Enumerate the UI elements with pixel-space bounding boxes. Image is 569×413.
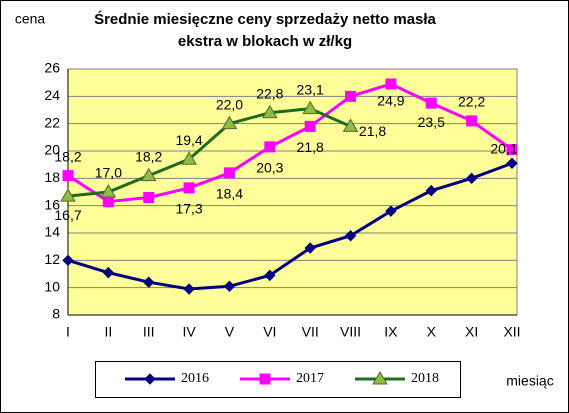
y-tick-label: 14 bbox=[44, 224, 60, 240]
x-tick-label: VIII bbox=[340, 324, 361, 340]
data-point bbox=[345, 90, 357, 102]
data-label: 17,0 bbox=[95, 165, 122, 181]
data-label: 21,8 bbox=[297, 139, 324, 155]
data-label: 22,0 bbox=[216, 96, 243, 112]
legend-label: 2016 bbox=[181, 371, 209, 386]
data-point bbox=[385, 205, 397, 217]
x-tick-label: I bbox=[66, 324, 70, 340]
legend-label: 2017 bbox=[296, 371, 324, 386]
data-point bbox=[60, 188, 76, 202]
data-point bbox=[264, 269, 276, 282]
series-line bbox=[67, 107, 352, 198]
data-point bbox=[304, 120, 316, 132]
series-line bbox=[67, 161, 513, 291]
data-point bbox=[304, 242, 316, 254]
x-tick-label: II bbox=[104, 324, 112, 340]
data-point bbox=[223, 167, 235, 179]
y-tick-label: 12 bbox=[44, 251, 60, 267]
data-label: 22,8 bbox=[256, 85, 283, 101]
legend-marker bbox=[372, 371, 388, 385]
data-label: 20,3 bbox=[256, 160, 283, 176]
chart-title: Średnie miesięczne ceny sprzedaży netto … bbox=[94, 10, 436, 28]
data-point bbox=[143, 191, 155, 203]
y-tick-label: 18 bbox=[44, 169, 60, 185]
legend-label: 2018 bbox=[411, 371, 439, 386]
legend-marker bbox=[144, 373, 156, 385]
x-tick-label: IV bbox=[182, 324, 196, 340]
data-point bbox=[62, 170, 74, 182]
data-label: 22,2 bbox=[458, 94, 485, 110]
y-axis-label: cena bbox=[15, 11, 46, 27]
data-label: 17,3 bbox=[175, 201, 202, 217]
data-point bbox=[140, 167, 157, 182]
x-tick-label: X bbox=[427, 324, 437, 340]
data-label: 23,5 bbox=[418, 114, 445, 130]
x-tick-label: VII bbox=[302, 324, 319, 340]
data-point bbox=[385, 78, 397, 90]
legend-marker bbox=[259, 373, 271, 385]
data-label: 23,1 bbox=[297, 81, 324, 97]
x-tick-label: XII bbox=[503, 324, 520, 340]
data-point bbox=[143, 276, 155, 288]
x-tick-label: III bbox=[143, 324, 155, 340]
data-point bbox=[342, 118, 359, 132]
x-tick-label: VI bbox=[263, 324, 276, 340]
chart-subtitle: ekstra w blokach w zł/kg bbox=[178, 33, 352, 50]
data-label: 24,9 bbox=[377, 93, 404, 109]
data-point bbox=[183, 283, 195, 295]
y-tick-label: 16 bbox=[44, 196, 60, 212]
data-label: 19,4 bbox=[175, 132, 202, 148]
y-tick-label: 8 bbox=[52, 306, 60, 322]
x-tick-label: IX bbox=[384, 324, 398, 340]
data-label: 18,4 bbox=[216, 186, 243, 202]
data-point bbox=[223, 280, 236, 293]
x-tick-label: XI bbox=[465, 324, 478, 340]
data-point bbox=[506, 144, 518, 156]
data-point bbox=[465, 172, 478, 185]
data-point bbox=[302, 100, 319, 115]
x-axis-label: miesiąc bbox=[506, 373, 553, 389]
data-point bbox=[466, 115, 478, 127]
y-tick-label: 26 bbox=[44, 60, 60, 76]
data-point bbox=[102, 266, 115, 279]
data-label: 18,2 bbox=[54, 148, 81, 164]
data-point bbox=[181, 151, 197, 165]
data-point bbox=[261, 104, 278, 119]
y-tick-label: 22 bbox=[44, 114, 60, 130]
data-point bbox=[425, 184, 437, 197]
data-point bbox=[62, 254, 74, 267]
y-tick-label: 20 bbox=[44, 142, 60, 158]
data-label: 20,1 bbox=[490, 140, 517, 156]
data-point bbox=[100, 184, 117, 198]
data-point bbox=[264, 141, 276, 153]
data-point bbox=[344, 230, 357, 242]
data-label: 16,7 bbox=[54, 207, 81, 223]
y-tick-label: 24 bbox=[44, 87, 60, 103]
data-point bbox=[183, 182, 195, 194]
series-line bbox=[67, 82, 513, 204]
data-point bbox=[506, 157, 518, 170]
data-point bbox=[221, 115, 238, 130]
data-label: 21,8 bbox=[359, 123, 386, 139]
data-point bbox=[102, 196, 114, 208]
y-tick-label: 10 bbox=[44, 278, 60, 294]
data-label: 18,2 bbox=[135, 148, 162, 164]
x-tick-label: V bbox=[225, 324, 235, 340]
data-point bbox=[425, 97, 437, 109]
